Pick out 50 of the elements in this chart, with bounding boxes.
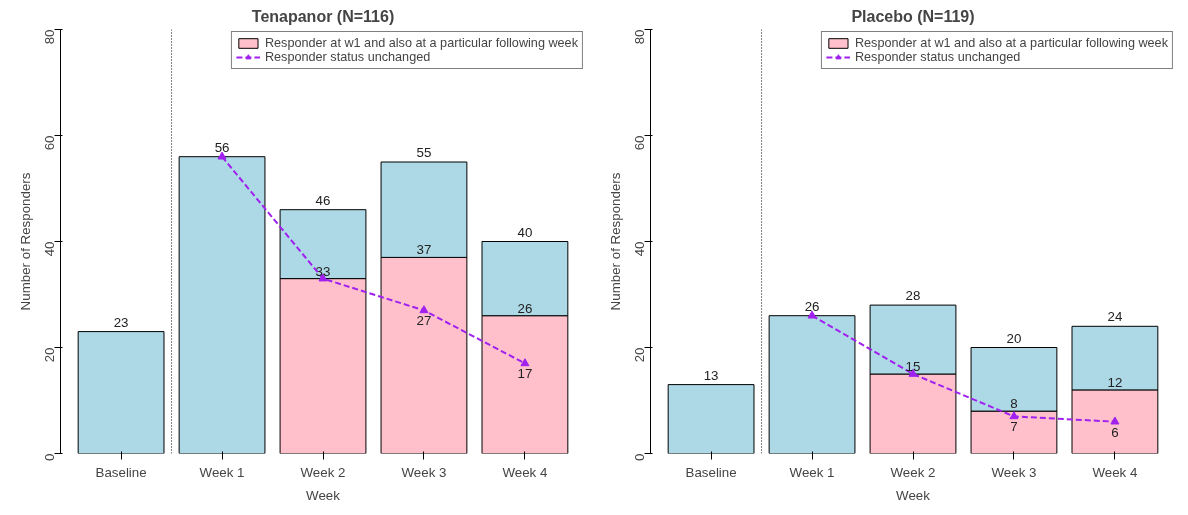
- x-tick-label: Week 3: [401, 464, 447, 480]
- y-tick-label: 80: [42, 29, 57, 45]
- data-label: 6: [1111, 424, 1119, 440]
- x-tick-label: Week 2: [300, 464, 346, 480]
- x-axis-title: Week: [896, 487, 931, 503]
- y-tick-label: 0: [42, 453, 57, 461]
- y-tick-label: 60: [632, 135, 647, 151]
- legend-label: Responder at w1 and also at a particular following week: [264, 36, 578, 50]
- data-label: 7: [1010, 419, 1018, 435]
- total-label: 26: [804, 298, 820, 314]
- total-label: 46: [315, 192, 331, 208]
- total-label: 24: [1107, 309, 1123, 325]
- total-label: 20: [1006, 330, 1022, 346]
- y-tick-label: 20: [42, 347, 57, 363]
- x-tick-label: Week 1: [199, 464, 245, 480]
- x-tick-label: Week 1: [789, 464, 835, 480]
- y-tick-label: 40: [42, 241, 57, 257]
- x-tick-label: Week 2: [890, 464, 936, 480]
- total-label: 13: [703, 367, 719, 383]
- y-tick-label: 0: [632, 453, 647, 461]
- y-tick-label: 80: [632, 29, 647, 45]
- data-label: 33: [315, 263, 331, 279]
- chart-title: Tenapanor (N=116): [251, 7, 395, 25]
- y-tick-label: 20: [632, 347, 647, 363]
- x-tick-label: Baseline: [685, 464, 737, 480]
- data-label: 27: [416, 313, 432, 329]
- y-tick-label: 40: [632, 241, 647, 257]
- data-label: 15: [905, 359, 921, 374]
- x-axis-title: Week: [306, 487, 341, 503]
- total-label: 23: [113, 314, 129, 330]
- legend-label: Responder status unchanged: [264, 50, 431, 64]
- data-label: 17: [517, 366, 533, 382]
- x-tick-label: Week 3: [991, 464, 1037, 480]
- data-label: 12: [1107, 374, 1123, 390]
- data-label: 8: [1010, 396, 1018, 412]
- total-label: 28: [905, 288, 921, 304]
- x-tick-label: Baseline: [95, 464, 147, 480]
- total-label: 55: [416, 145, 432, 160]
- y-tick-label: 60: [42, 135, 57, 151]
- y-axis-title: Number of Responders: [607, 172, 623, 311]
- x-tick-label: Week 4: [1092, 464, 1138, 480]
- chart-title: Placebo (N=119): [851, 7, 975, 25]
- x-tick-label: Week 4: [502, 464, 548, 480]
- legend-label: Responder status unchanged: [854, 50, 1021, 64]
- data-label: 37: [416, 242, 432, 258]
- y-axis-title: Number of Responders: [17, 172, 33, 311]
- total-label: 40: [517, 224, 533, 240]
- legend-label: Responder at w1 and also at a particular following week: [854, 36, 1168, 50]
- data-label: 26: [517, 300, 533, 316]
- total-label: 56: [214, 139, 230, 155]
